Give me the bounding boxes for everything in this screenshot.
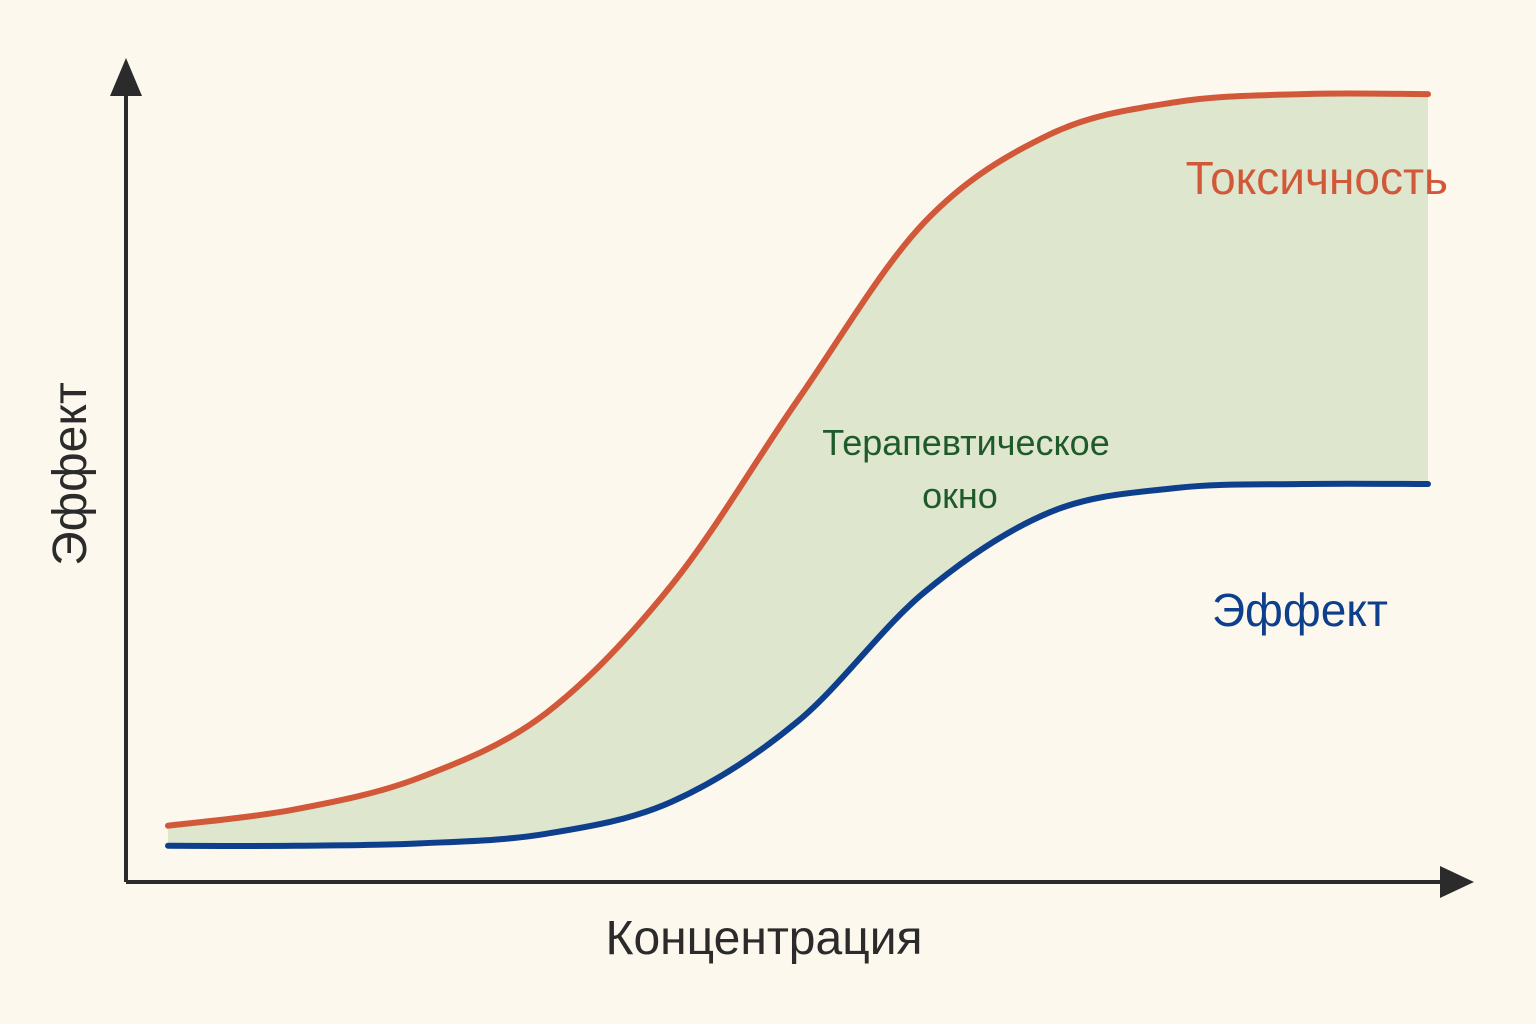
x-axis-arrow bbox=[1440, 866, 1474, 898]
y-axis-label: Эффект bbox=[44, 382, 97, 566]
x-axis-label: Концентрация bbox=[606, 912, 923, 965]
series-label-toxicity: Токсичность bbox=[1186, 152, 1448, 204]
therapeutic-window-area bbox=[168, 93, 1428, 846]
y-axis-arrow bbox=[110, 58, 142, 96]
series-label-effect: Эффект bbox=[1212, 584, 1388, 636]
annotation-therapeutic-window-line1: Терапевтическое bbox=[822, 422, 1109, 463]
annotation-therapeutic-window-line2: окно bbox=[922, 475, 998, 516]
series-line-toxicity bbox=[165, 90, 1431, 829]
series-line-effect bbox=[165, 480, 1431, 849]
